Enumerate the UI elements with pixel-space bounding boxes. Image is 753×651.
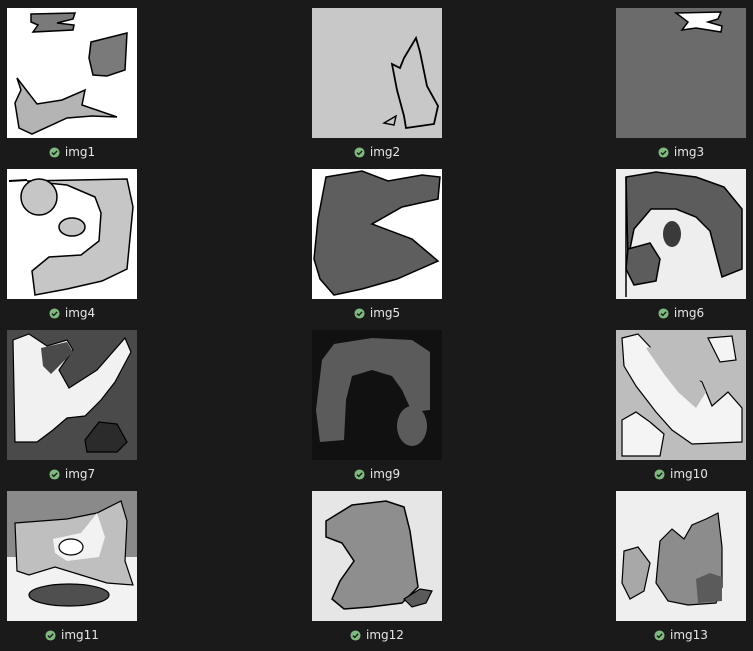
image-preview-img11 [7,491,137,621]
thumbnail-label: img5 [369,306,401,320]
sync-ok-check-icon [654,468,665,480]
thumbnail-caption: img11 [7,626,137,644]
thumbnail-label: img13 [670,628,708,642]
thumbnail-tile-img1[interactable]: img1 [7,8,137,168]
sync-ok-check-icon [350,629,361,641]
thumbnail-tile-img9[interactable]: img9 [312,330,442,490]
thumbnail-label: img12 [366,628,404,642]
thumbnail-tile-img12[interactable]: img12 [312,491,442,651]
image-preview-img1 [7,8,137,138]
thumbnail-tile-img3[interactable]: img3 [616,8,746,168]
thumbnail-caption: img10 [616,465,746,483]
image-preview-img5 [312,169,442,299]
thumbnail-caption: img6 [616,304,746,322]
thumbnail-tile-img4[interactable]: img4 [7,169,137,329]
sync-ok-check-icon [354,146,365,158]
image-preview-img7 [7,330,137,460]
thumbnail-tile-img5[interactable]: img5 [312,169,442,329]
thumbnail-caption: img12 [312,626,442,644]
image-preview-img13 [616,491,746,621]
sync-ok-check-icon [354,468,365,480]
thumbnail-caption: img5 [312,304,442,322]
sync-ok-check-icon [49,146,60,158]
thumbnail-caption: img9 [312,465,442,483]
thumbnail-label: img11 [61,628,99,642]
thumbnail-label: img2 [369,145,401,159]
sync-ok-check-icon [354,307,365,319]
thumbnail-label: img1 [64,145,96,159]
thumbnail-tile-img7[interactable]: img7 [7,330,137,490]
thumbnail-caption: img13 [616,626,746,644]
sync-ok-check-icon [658,146,669,158]
image-preview-img9 [312,330,442,460]
thumbnail-label: img6 [673,306,705,320]
thumbnail-tile-img11[interactable]: img11 [7,491,137,651]
image-preview-img2 [312,8,442,138]
image-preview-img6 [616,169,746,299]
thumbnail-label: img4 [64,306,96,320]
thumbnail-label: img9 [369,467,401,481]
thumbnail-tile-img13[interactable]: img13 [616,491,746,651]
thumbnail-caption: img1 [7,143,137,161]
thumbnail-label: img3 [673,145,705,159]
sync-ok-check-icon [49,307,60,319]
thumbnail-caption: img3 [616,143,746,161]
thumbnail-label: img10 [670,467,708,481]
thumbnail-tile-img2[interactable]: img2 [312,8,442,168]
thumbnail-label: img7 [64,467,96,481]
sync-ok-check-icon [45,629,56,641]
sync-ok-check-icon [654,629,665,641]
thumbnail-caption: img4 [7,304,137,322]
thumbnail-tile-img10[interactable]: img10 [616,330,746,490]
sync-ok-check-icon [49,468,60,480]
thumbnail-tile-img6[interactable]: img6 [616,169,746,329]
thumbnail-caption: img2 [312,143,442,161]
image-preview-img10 [616,330,746,460]
image-preview-img12 [312,491,442,621]
image-preview-img3 [616,8,746,138]
sync-ok-check-icon [658,307,669,319]
image-preview-img4 [7,169,137,299]
thumbnail-caption: img7 [7,465,137,483]
